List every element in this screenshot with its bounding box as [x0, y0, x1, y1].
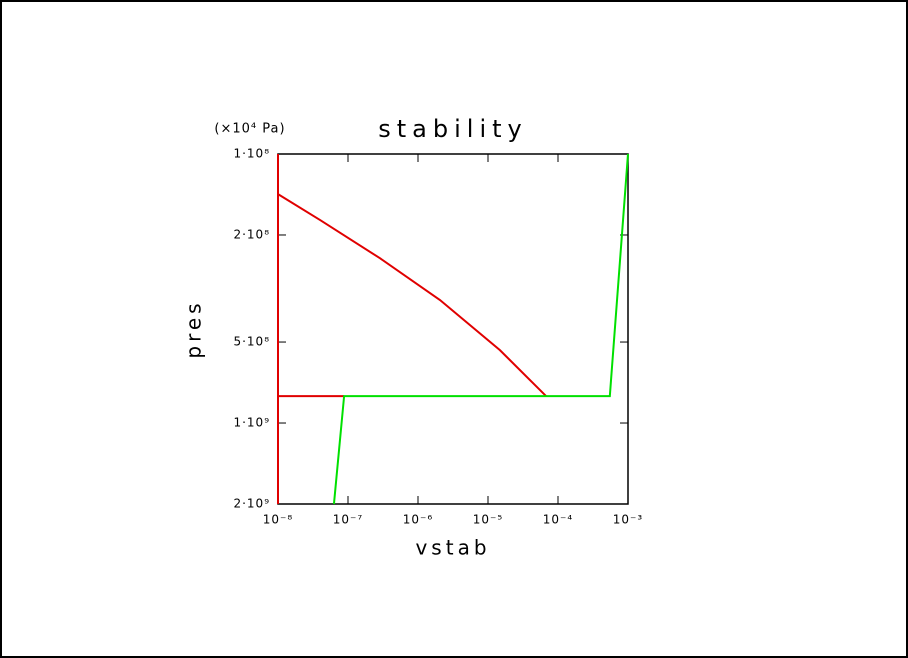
x-tick-label: 10⁻⁵: [473, 513, 503, 527]
y-tick-label: 2·10⁹: [233, 497, 270, 511]
x-tick-label: 10⁻⁴: [543, 513, 573, 527]
x-tick-label: 10⁻⁶: [403, 513, 433, 527]
x-tick-label: 10⁻⁸: [263, 513, 293, 527]
unit-label: (×10⁴ Pa): [214, 122, 285, 137]
y-tick-label: 1·10⁹: [233, 416, 270, 430]
x-axis-label: vstab: [415, 536, 490, 560]
y-axis-label: pres: [182, 299, 206, 358]
y-tick-label: 2·10⁸: [233, 227, 270, 241]
x-tick-label: 10⁻⁷: [333, 513, 363, 527]
data-line: [332, 153, 629, 505]
x-tick-label: 10⁻³: [613, 513, 643, 527]
chart-title: stability: [378, 115, 527, 143]
data-line: [277, 154, 547, 504]
y-tick-label: 1·10⁸: [233, 147, 270, 161]
y-tick-label: 5·10⁸: [233, 335, 270, 349]
